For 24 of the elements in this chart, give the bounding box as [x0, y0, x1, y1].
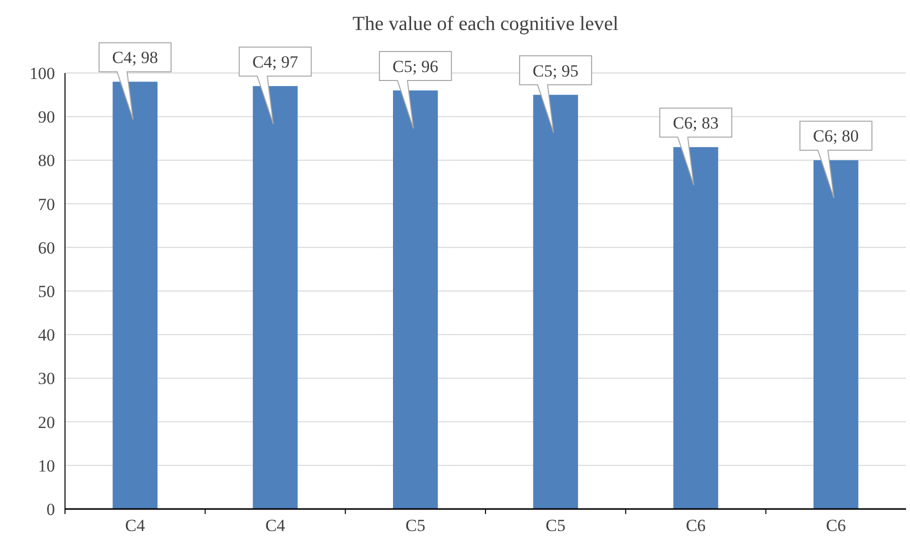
y-tick-label: 40 [38, 326, 55, 345]
y-tick-label: 20 [38, 412, 55, 432]
y-tick-label: 70 [38, 194, 55, 214]
data-label: C5; 95 [532, 61, 578, 80]
x-tick-label: C4 [265, 516, 286, 535]
x-tick-label: C6 [686, 516, 706, 535]
y-tick-label: 80 [38, 151, 55, 170]
y-tick-label: 10 [38, 456, 55, 476]
y-tick-label: 90 [38, 108, 55, 127]
data-label: C4; 98 [112, 48, 158, 68]
data-label: C6; 83 [672, 114, 719, 133]
chart-title: The value of each cognitive level [352, 13, 619, 35]
data-label: C4; 97 [252, 52, 299, 72]
x-tick-label: C4 [125, 516, 146, 535]
x-tick-label: C5 [546, 516, 566, 535]
data-label: C5; 96 [392, 56, 438, 76]
data-label: C6; 80 [813, 126, 859, 146]
y-tick-label: 100 [30, 64, 55, 83]
x-tick-label: C5 [405, 516, 426, 535]
y-tick-label: 60 [38, 238, 55, 258]
x-tick-label: C6 [826, 516, 846, 535]
y-tick-label: 30 [38, 369, 55, 388]
y-tick-label: 0 [46, 500, 55, 519]
y-tick-label: 50 [38, 282, 55, 301]
